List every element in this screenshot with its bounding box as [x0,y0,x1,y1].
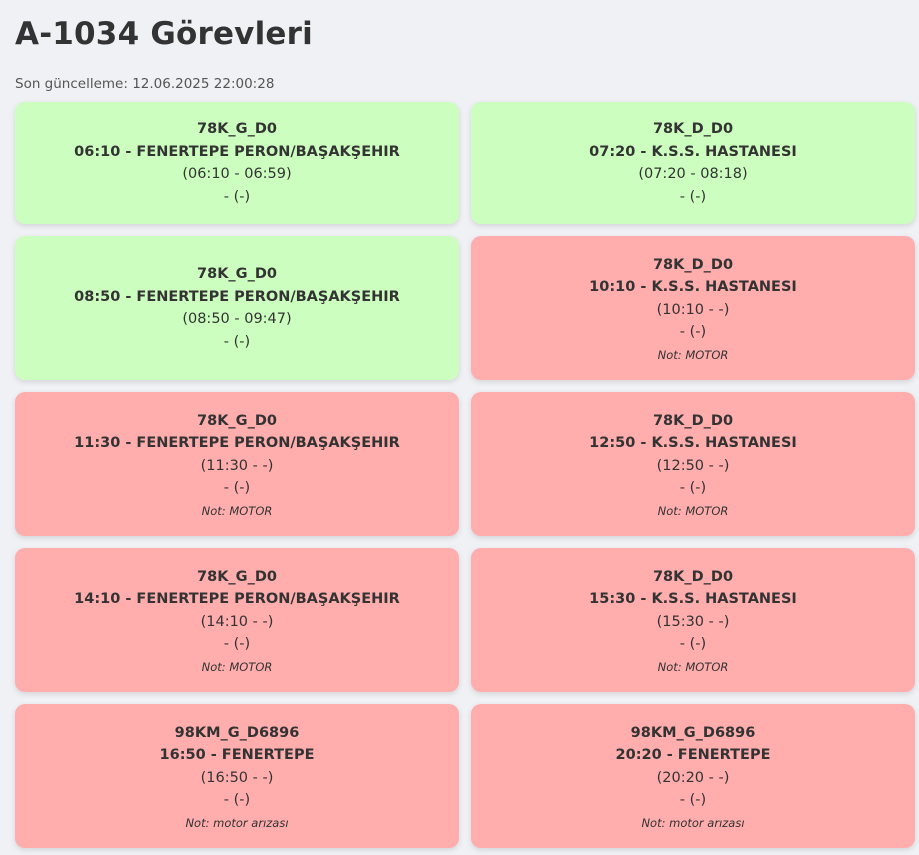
task-extra: - (-) [679,480,707,496]
task-note: Not: motor arızası [185,815,289,830]
task-extra: - (-) [679,636,707,652]
task-route: 78K_G_D0 [197,121,277,137]
task-card[interactable]: 78K_G_D0 14:10 - FENERTEPE PERON/BAŞAKŞEH… [15,548,459,692]
task-time-range: (15:30 - -) [656,613,730,630]
task-time-range: (06:10 - 06:59) [182,166,292,182]
task-card[interactable]: 78K_G_D0 11:30 - FENERTEPE PERON/BAŞAKŞEH… [15,392,459,536]
task-route: 98KM_G_D6896 [174,724,300,741]
task-extra: - (-) [679,792,707,808]
task-time-range: (11:30 - -) [200,457,274,474]
task-card[interactable]: 78K_G_D0 06:10 - FENERTEPE PERON/BAŞAKŞEH… [15,102,459,224]
task-trip: 07:20 - K.S.S. HASTANESI [589,143,797,160]
task-trip: 08:50 - FENERTEPE PERON/BAŞAKŞEHIR [74,288,400,305]
task-note: Not: MOTOR [657,659,729,674]
task-card[interactable]: 78K_D_D0 15:30 - K.S.S. HASTANESI (15:30 -… [471,548,915,692]
task-card[interactable]: 78K_D_D0 07:20 - K.S.S. HASTANESI (07:20 -… [471,102,915,224]
task-route: 78K_G_D0 [197,266,277,282]
task-route: 78K_G_D0 [197,412,277,429]
task-trip: 12:50 - K.S.S. HASTANESI [589,435,797,451]
task-time-range: (12:50 - -) [656,457,730,474]
task-route: 78K_G_D0 [197,568,277,585]
task-time-range: (16:50 - -) [200,769,274,786]
task-card[interactable]: 78K_G_D0 08:50 - FENERTEPE PERON/BAŞAKŞEH… [15,236,459,380]
task-card[interactable]: 98KM_G_D6896 20:20 - FENERTEPE (20:20 - -)… [471,704,915,848]
task-trip: 16:50 - FENERTEPE [159,747,315,763]
task-route: 78K_D_D0 [652,121,734,137]
task-note: Not: motor arızası [641,815,745,830]
task-time-range: (14:10 - -) [200,613,274,630]
task-trip: 06:10 - FENERTEPE PERON/BAŞAKŞEHIR [74,143,400,160]
task-extra: - (-) [223,480,251,496]
page-title: A-1034 Görevleri [15,16,313,52]
task-trip: 14:10 - FENERTEPE PERON/BAŞAKŞEHIR [74,591,400,607]
task-time-range: (08:50 - 09:47) [182,311,292,327]
task-time-range: (10:10 - -) [656,301,730,318]
task-route: 98KM_G_D6896 [630,724,756,741]
task-trip: 11:30 - FENERTEPE PERON/BAŞAKŞEHIR [74,435,400,451]
task-route: 78K_D_D0 [652,256,734,273]
task-grid: 78K_G_D0 06:10 - FENERTEPE PERON/BAŞAKŞEH… [15,102,915,848]
task-time-range: (07:20 - 08:18) [638,166,748,182]
task-extra: - (-) [223,333,251,350]
task-trip: 10:10 - K.S.S. HASTANESI [589,279,797,295]
task-note: Not: MOTOR [201,659,273,674]
task-note: Not: MOTOR [201,503,273,518]
task-note: Not: MOTOR [657,347,729,362]
task-note: Not: MOTOR [657,503,729,518]
task-extra: - (-) [223,636,251,652]
task-extra: - (-) [679,324,707,340]
task-time-range: (20:20 - -) [656,769,730,786]
task-trip: 15:30 - K.S.S. HASTANESI [589,591,797,607]
task-card[interactable]: 78K_D_D0 12:50 - K.S.S. HASTANESI (12:50 -… [471,392,915,536]
task-extra: - (-) [223,792,251,808]
task-card[interactable]: 98KM_G_D6896 16:50 - FENERTEPE (16:50 - -)… [15,704,459,848]
task-extra: - (-) [223,188,251,205]
last-update-text: Son güncelleme: 12.06.2025 22:00:28 [15,76,275,92]
task-route: 78K_D_D0 [652,568,734,585]
task-card[interactable]: 78K_D_D0 10:10 - K.S.S. HASTANESI (10:10 -… [471,236,915,380]
task-extra: - (-) [679,188,707,205]
task-trip: 20:20 - FENERTEPE [615,747,771,763]
task-route: 78K_D_D0 [652,412,734,429]
